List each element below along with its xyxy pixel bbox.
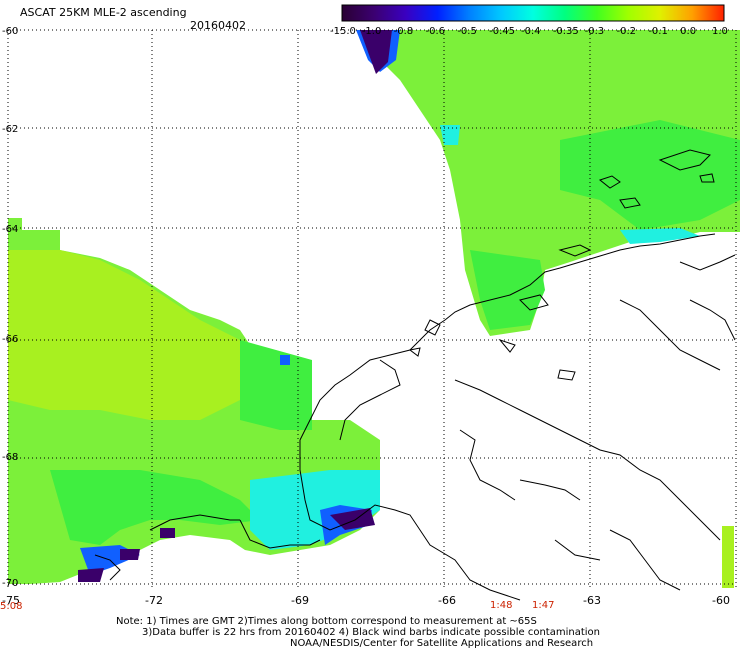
time-label-corner: 5:08 — [0, 601, 23, 612]
coast-patches — [408, 319, 576, 381]
note-line-1: Note: 1) Times are GMT 2)Times along bot… — [116, 616, 537, 627]
lat-label-66: -66 — [2, 334, 19, 345]
colorbar-label: 1.0 — [712, 26, 728, 37]
swath-lower-purple-3 — [120, 549, 140, 560]
coast-island-3 — [658, 149, 711, 171]
scatterometer-field — [8, 30, 740, 588]
map-date: 20160402 — [190, 19, 246, 32]
swath-lower-green-1 — [240, 340, 312, 430]
swath-upper-green — [560, 120, 740, 230]
lon-label-69: -69 — [291, 594, 309, 607]
colorbar-label: -15.0 — [330, 26, 356, 37]
lon-label-75: -75 — [2, 594, 20, 607]
colorbar-label: -0.6 — [425, 26, 446, 37]
swath-upper-cyan — [620, 228, 700, 244]
lon-label-72: -72 — [145, 594, 163, 607]
lat-label-64: -64 — [2, 224, 19, 235]
coast-inner — [299, 440, 521, 601]
swath-cyan-spot — [440, 125, 460, 145]
swath-lower-blue-dot — [280, 355, 290, 365]
coast-lower — [94, 514, 321, 581]
time-label-2: 1:47 — [532, 600, 555, 611]
colorbar-label: -0.1 — [648, 26, 668, 37]
coast-island-1 — [598, 175, 621, 189]
coast-island-2 — [619, 197, 641, 209]
coast-plateau — [454, 379, 721, 541]
coast-peninsula — [299, 233, 716, 441]
colorbar-label: -0.2 — [616, 26, 637, 37]
swath-right-edge — [722, 526, 734, 588]
coast-south-1 — [339, 359, 401, 441]
coast-island-6 — [519, 294, 549, 311]
swath-upper-tail — [470, 250, 545, 330]
colorbar-label: -0.3 — [584, 26, 605, 37]
coast-island-4 — [699, 173, 715, 183]
lat-label-68: -68 — [2, 452, 19, 463]
lon-label-63: -63 — [583, 594, 601, 607]
lon-label-60: -60 — [712, 594, 730, 607]
swath-lower-green-2 — [50, 470, 260, 545]
colorbar-label: -1.0 — [361, 26, 382, 37]
colorbar-label: -0.5 — [457, 26, 477, 37]
colorbar-label: -0.35 — [552, 26, 579, 37]
lat-label-70: -70 — [2, 578, 19, 589]
coast-far-south — [554, 529, 681, 591]
lat-lon-grid — [7, 29, 737, 590]
colorbar-label: -0.45 — [489, 26, 516, 37]
colorbar — [341, 4, 725, 22]
swath-lower-lime — [8, 250, 240, 420]
colorbar-label: -0.8 — [393, 26, 414, 37]
map-title: ASCAT 25KM MLE-2 ascending — [20, 6, 187, 19]
coastline — [94, 149, 736, 601]
swath-lower-purple-4 — [160, 528, 175, 538]
swath-upper-purple — [360, 30, 392, 74]
lat-label-62: -62 — [2, 124, 19, 135]
coast-bay — [459, 429, 581, 501]
colorbar-label: -0.4 — [521, 26, 541, 37]
time-label-1: 1:48 — [490, 600, 513, 611]
note-line-2: 3)Data buffer is 22 hrs from 20160402 4)… — [142, 627, 600, 638]
swath-upper — [356, 30, 740, 336]
swath-lower-purple-2 — [78, 568, 104, 582]
lat-label-60: -60 — [2, 26, 19, 37]
colorbar-label: 0.0 — [680, 26, 697, 37]
coast-east — [619, 254, 736, 371]
note-line-3: NOAA/NESDIS/Center for Satellite Applica… — [290, 638, 594, 649]
colorbar-gradient — [341, 4, 725, 22]
lon-label-66: -66 — [438, 594, 456, 607]
